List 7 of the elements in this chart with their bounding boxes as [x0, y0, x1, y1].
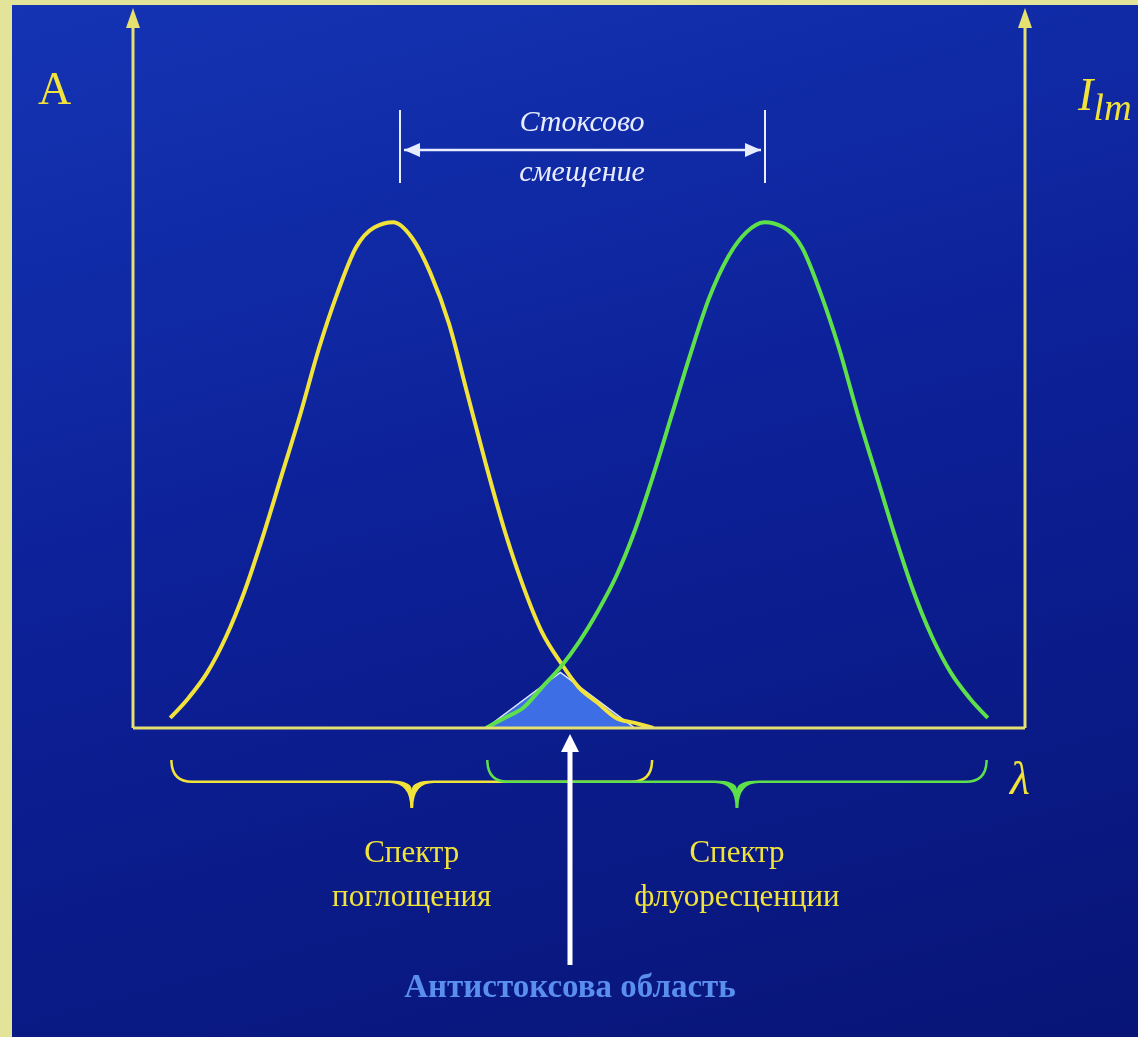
- x-axis-title: λ: [1010, 752, 1030, 805]
- y-axis-title: A: [38, 62, 72, 115]
- y2-axis-title: I$_{lm}$: [1078, 68, 1132, 130]
- text: Спектр поглощения: [331, 833, 493, 915]
- text: Стоксово смещение: [518, 103, 646, 189]
- text: Антистоксова область: [403, 968, 737, 1005]
- text: Спектр флуоресценции: [633, 833, 841, 915]
